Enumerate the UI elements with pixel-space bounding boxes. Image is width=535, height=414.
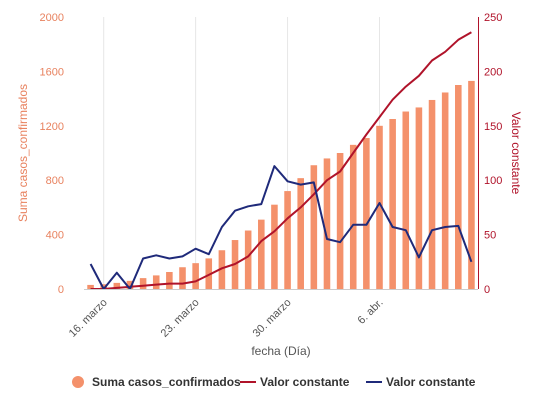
bar-casos-confirmados[interactable] [336,153,344,289]
y-left-tick-label: 0 [58,284,64,296]
y-right-tick-label: 150 [484,121,502,133]
y-left-tick-label: 1600 [40,66,64,78]
bar-casos-confirmados[interactable] [166,272,173,289]
bar-casos-confirmados[interactable] [363,138,370,289]
bar-casos-confirmados[interactable] [126,280,134,289]
y-right-tick-label: 200 [484,66,502,78]
y-left-tick-label: 1200 [40,121,64,133]
bar-casos-confirmados[interactable] [205,258,213,289]
legend-label: Valor constante [386,375,476,389]
bar-casos-confirmados[interactable] [310,165,318,289]
bar-series [87,80,475,290]
y-left-tick-label: 800 [46,175,64,187]
bar-casos-confirmados[interactable] [428,99,436,290]
legend-item[interactable]: Suma casos_confirmados [72,375,241,389]
x-tick-label: 6. abr. [356,297,386,327]
bar-casos-confirmados[interactable] [139,278,147,289]
legend-item[interactable]: Valor constante [366,375,476,389]
y-right-tick-label: 0 [484,284,490,296]
bar-casos-confirmados[interactable] [323,158,331,289]
bar-casos-confirmados[interactable] [218,250,226,289]
bar-casos-confirmados[interactable] [415,107,423,289]
legend-label: Suma casos_confirmados [92,375,241,389]
y-left-axis-title: Suma casos_confirmados [16,84,30,222]
bar-casos-confirmados[interactable] [87,284,94,289]
y-left-tick-label: 400 [46,230,64,242]
bar-casos-confirmados[interactable] [100,284,107,289]
y-left-tick-label: 2000 [40,12,64,24]
y-right-tick-label: 250 [484,12,502,24]
x-axis-title: fecha (Día) [251,344,310,358]
bar-casos-confirmados[interactable] [192,263,199,289]
y-right-tick-label: 100 [484,175,502,187]
legend-label: Valor constante [260,375,350,389]
bar-casos-confirmados[interactable] [258,219,265,289]
bar-casos-confirmados[interactable] [244,230,252,289]
bar-casos-confirmados[interactable] [179,267,186,289]
bar-casos-confirmados[interactable] [441,92,449,289]
bar-casos-confirmados[interactable] [468,80,475,289]
bar-casos-confirmados[interactable] [389,119,396,289]
bar-casos-confirmados[interactable] [113,282,121,289]
x-tick-label: 30. marzo [251,297,294,340]
bar-casos-confirmados[interactable] [402,111,410,290]
line-series [89,31,473,290]
x-tick-label: 23. marzo [159,297,202,340]
bar-casos-confirmados[interactable] [297,178,304,289]
y-right-axis-title: Valor constante [509,112,523,195]
bar-casos-confirmados[interactable] [284,191,291,289]
line-valor-constante-blue[interactable] [89,165,473,290]
bar-casos-confirmados[interactable] [376,125,383,289]
y-right-tick-label: 50 [484,230,496,242]
bar-casos-confirmados[interactable] [455,85,462,289]
legend-item[interactable]: Valor constante [240,375,350,389]
bar-casos-confirmados[interactable] [271,204,278,289]
bar-casos-confirmados[interactable] [349,144,357,289]
line-valor-constante-red[interactable] [90,31,472,290]
legend-marker [72,376,84,388]
bar-casos-confirmados[interactable] [152,275,160,289]
legend[interactable]: Suma casos_confirmados Valor constante Val… [72,375,476,389]
x-tick-label: 16. marzo [67,297,110,340]
